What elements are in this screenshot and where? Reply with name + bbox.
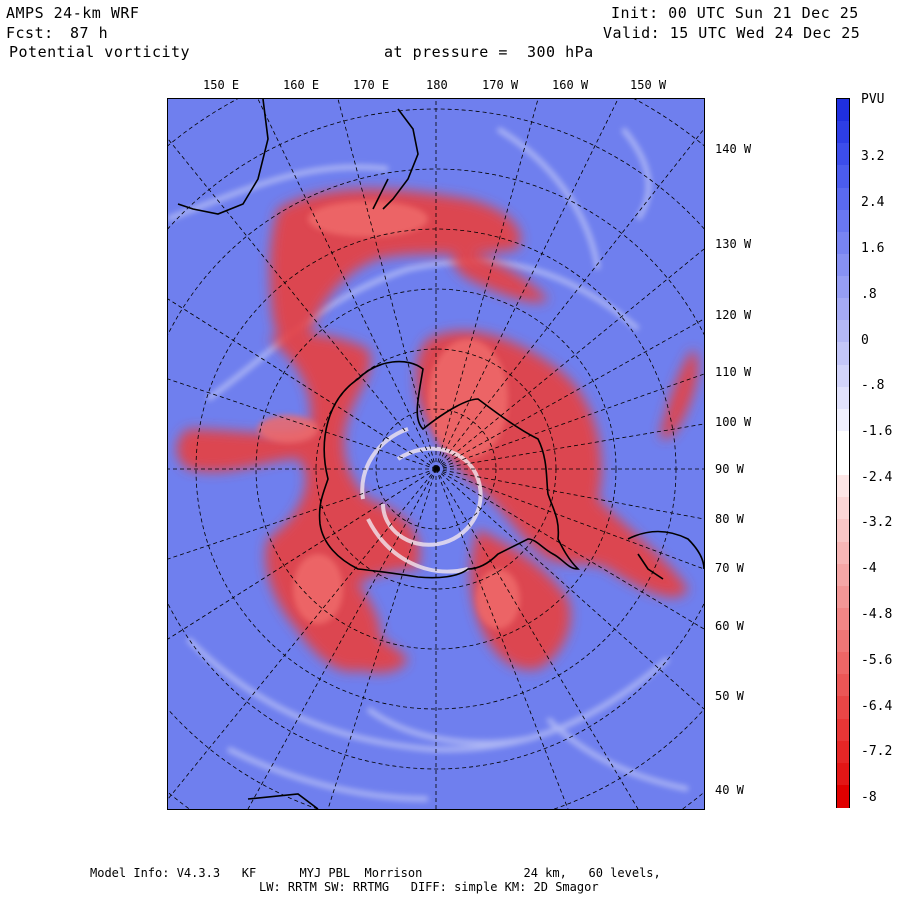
high-pv-cores [258,201,520,629]
colorbar-segment [837,187,849,211]
new-zealand-north-coast [382,108,419,210]
colorbar-tick-label: 3.2 [861,149,885,164]
south-africa-coast [247,793,319,809]
colorbar-segment [837,652,849,675]
lat-label: 70 W [715,561,744,575]
lon-label: 170 W [482,78,519,92]
colorbar-segment [837,696,849,720]
colorbar-segment [837,298,849,321]
australia-tasmania-coast [177,99,269,215]
antarctica-coast [318,360,580,579]
lon-label: 180 [426,78,448,92]
colorbar-segment [837,519,849,543]
lat-label: 80 W [715,512,744,526]
colorbar-segment [837,762,849,786]
colorbar-tick-label: -7.2 [861,744,893,759]
polar-swirl [360,427,483,574]
colorbar-segment [837,209,849,233]
colorbar-segment [837,563,849,587]
colorbar-tick-label: -4.8 [861,607,893,622]
colorbar-tick-label: .8 [861,287,877,302]
colorbar-segment [837,607,849,631]
colorbar-segment [837,231,849,255]
forecast-hour: 87 h [70,24,109,42]
physics-info: LW: RRTM SW: RRTMG DIFF: simple KM: 2D S… [259,880,599,894]
lat-label: 40 W [715,783,744,797]
colorbar-segment [837,276,849,299]
lat-label: 60 W [715,619,744,633]
lon-label: 160 W [552,78,589,92]
lon-label: 160 E [283,78,320,92]
colorbar-unit: PVU [861,92,885,107]
low-pv-filaments [168,126,689,802]
field-name: Potential vorticity [9,43,191,61]
south-america-coast [627,530,704,570]
colorbar-tick-label: -6.4 [861,699,893,714]
colorbar [836,98,850,808]
colorbar-segment [837,408,849,432]
lat-label: 50 W [715,689,744,703]
lat-label: 130 W [715,237,752,251]
pressure-level: at pressure = 300 hPa [384,43,594,61]
colorbar-segment [837,143,849,166]
colorbar-tick-label: -5.6 [861,653,893,668]
colorbar-tick-label: -.8 [861,378,885,393]
colorbar-tick-label: -8 [861,790,877,805]
colorbar-segment [837,541,849,565]
colorbar-segment [837,497,849,520]
colorbar-segment [837,165,849,189]
colorbar-tick-label: 2.4 [861,195,885,210]
colorbar-segment [837,253,849,277]
colorbar-segment [837,342,849,366]
colorbar-segment [837,674,849,697]
colorbar-tick-label: -4 [861,561,877,576]
model-title: AMPS 24-km WRF [6,4,140,22]
lat-label: 120 W [715,308,752,322]
pv-map [167,98,705,810]
lon-label: 150 E [203,78,240,92]
colorbar-segment [837,453,849,476]
lat-label: 140 W [715,142,752,156]
lat-label: 90 W [715,462,744,476]
colorbar-segment [837,630,849,653]
colorbar-segment [837,585,849,609]
meridians [168,99,704,809]
coastlines [177,99,704,809]
colorbar-segment [837,784,849,808]
lat-label: 100 W [715,415,752,429]
new-zealand-south-coast [372,178,389,210]
lon-label: 150 W [630,78,667,92]
colorbar-segment [837,99,849,122]
colorbar-tick-label: -2.4 [861,470,893,485]
lat-label: 110 W [715,365,752,379]
colorbar-tick-label: 0 [861,333,869,348]
south-america-tip-coast [637,553,664,580]
colorbar-tick-label: -1.6 [861,424,893,439]
colorbar-segment [837,475,849,498]
colorbar-segment [837,740,849,764]
model-info: Model Info: V4.3.3 KF MYJ PBL Morrison 2… [90,866,661,880]
colorbar-segment [837,718,849,742]
init-time: Init: 00 UTC Sun 21 Dec 25 [611,4,859,22]
colorbar-tick-label: -3.2 [861,515,893,530]
colorbar-segment [837,121,849,144]
forecast-label: Fcst: [6,24,54,42]
colorbar-segment [837,364,849,388]
colorbar-segment [837,430,849,454]
colorbar-tick-label: 1.6 [861,241,885,256]
colorbar-segment [837,320,849,343]
pv-map-canvas [168,99,704,809]
valid-time: Valid: 15 UTC Wed 24 Dec 25 [603,24,861,42]
colorbar-segment [837,386,849,410]
lon-label: 170 E [353,78,390,92]
